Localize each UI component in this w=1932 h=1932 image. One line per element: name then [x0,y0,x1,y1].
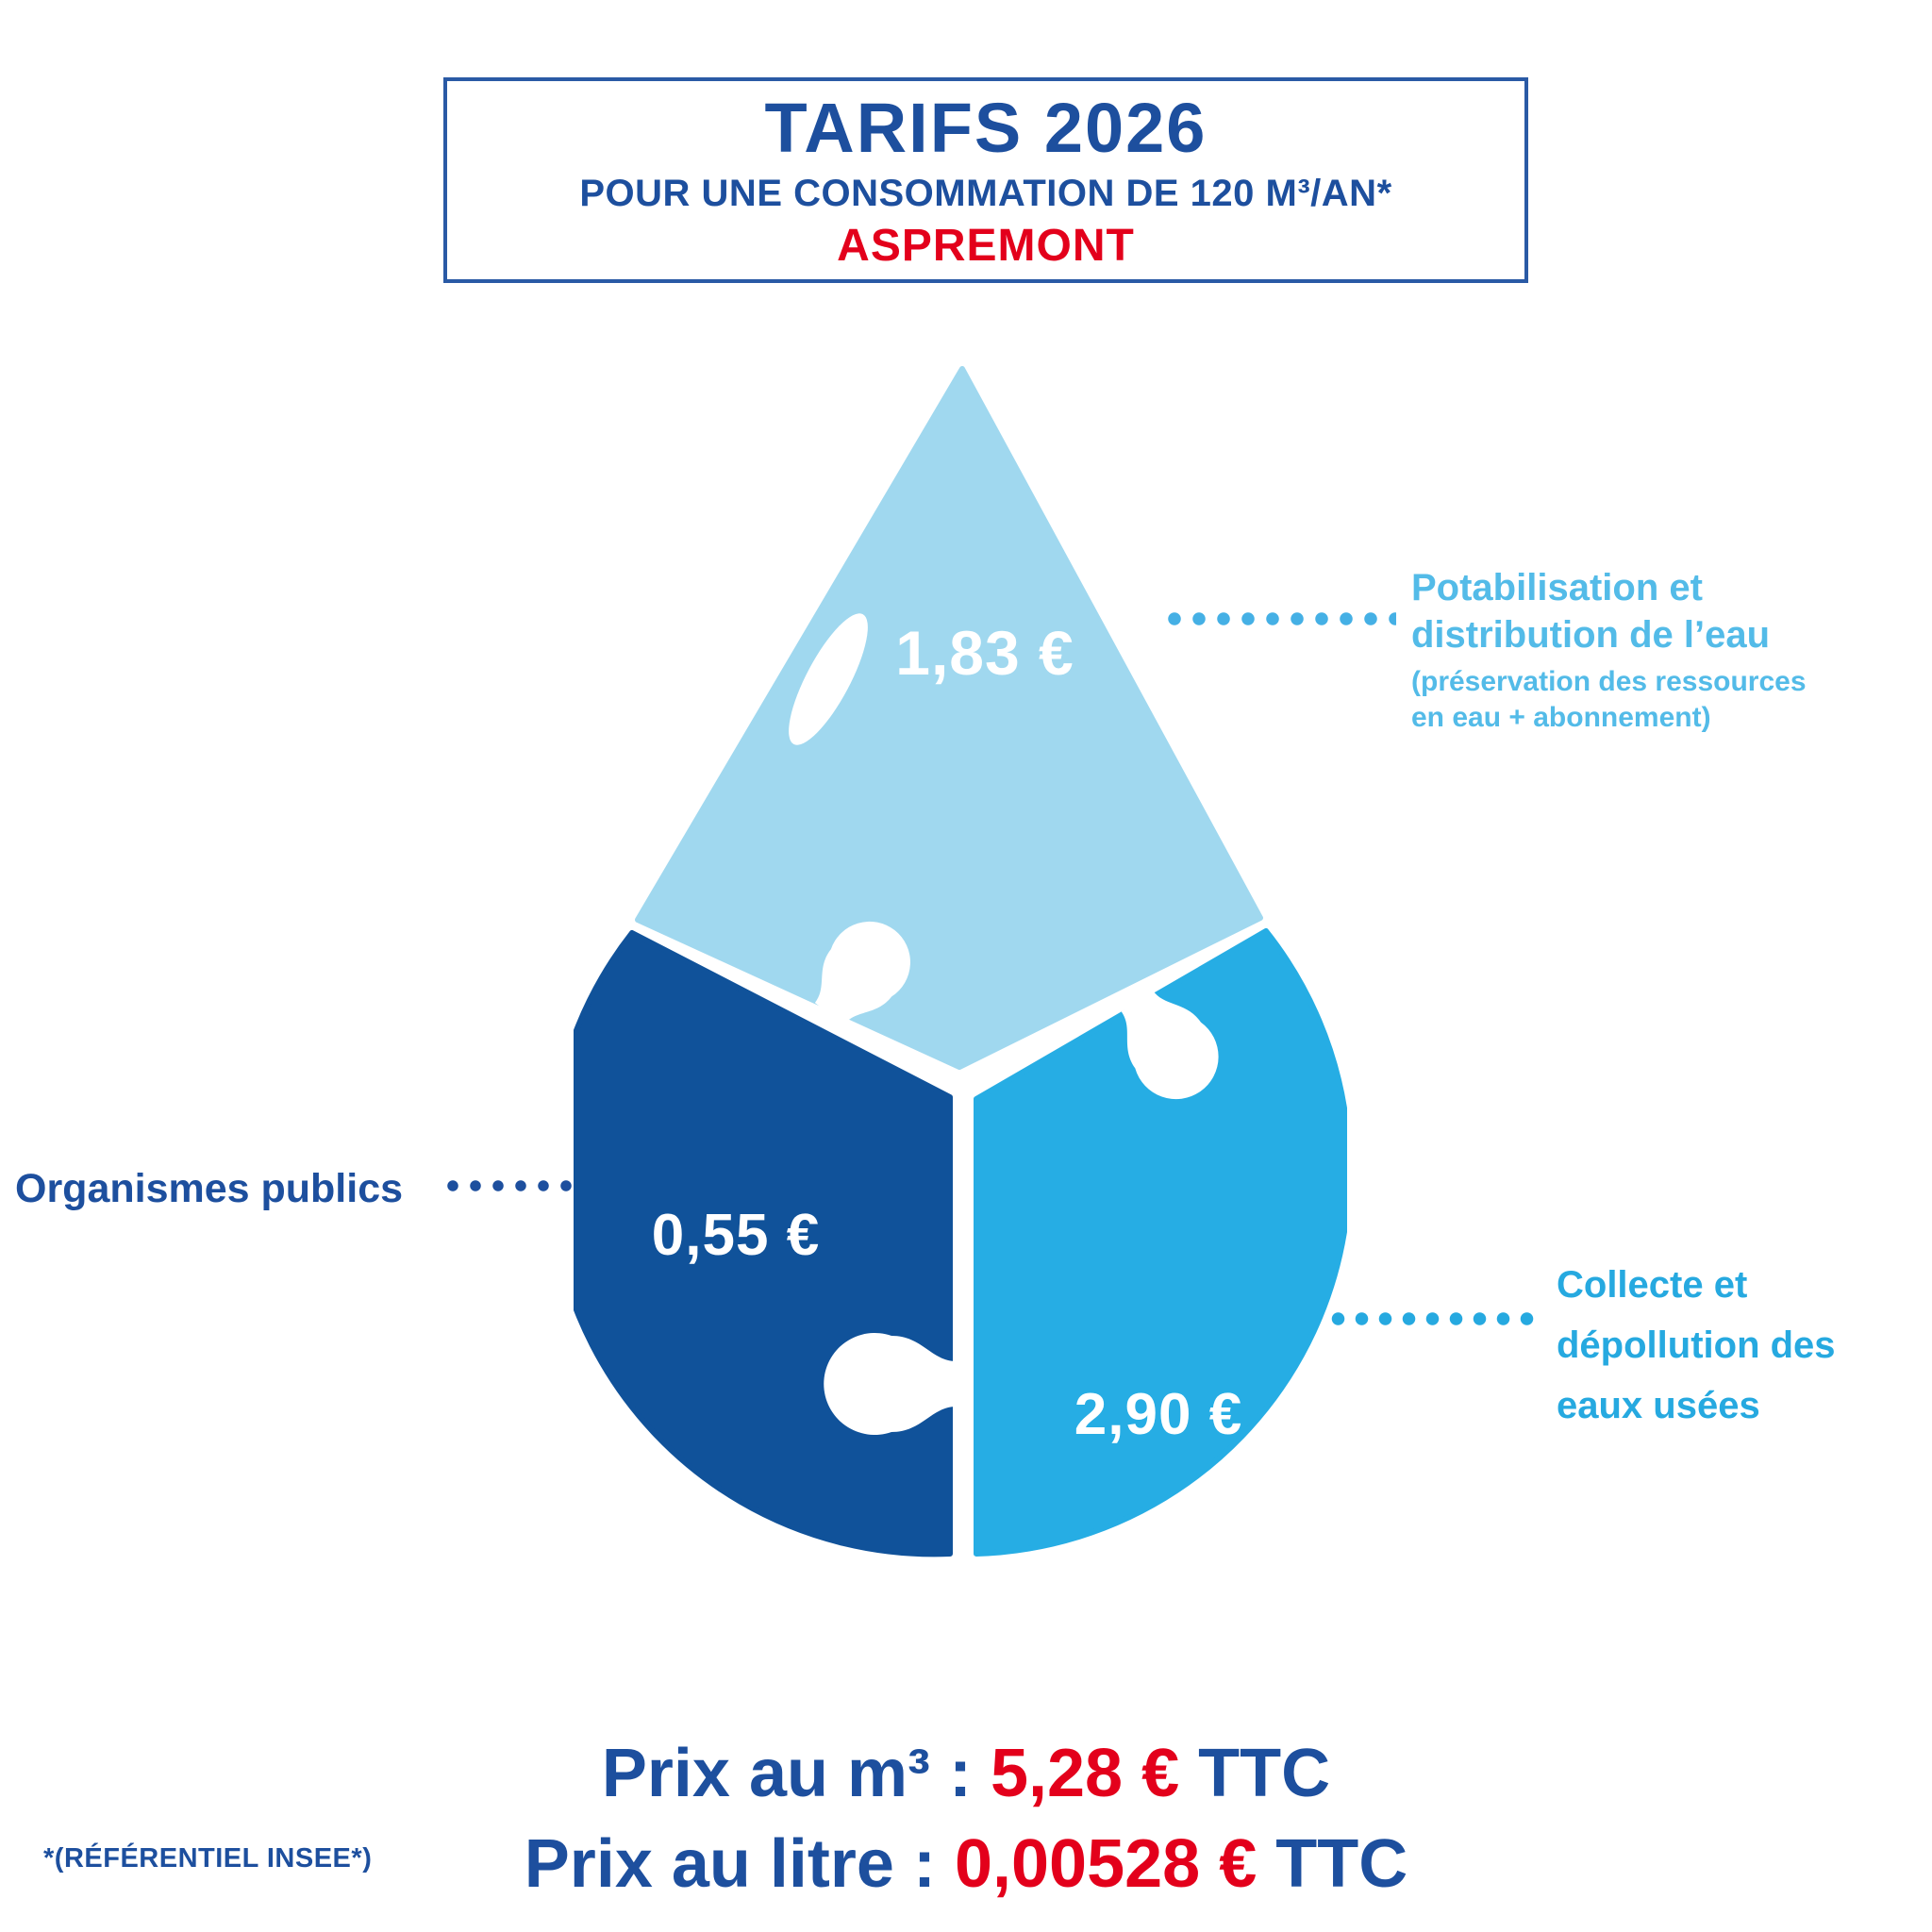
price-collecte: 2,90 € [1074,1382,1242,1447]
price-per-litre-line: Prix au litre :0,00528 € TTC [0,1819,1932,1909]
price-per-m3-value: 5,28 € [990,1736,1180,1811]
annotation-collecte-line1: Collecte et [1557,1264,1748,1306]
totals-block: Prix au m³ :5,28 € TTC Prix au litre :0,0… [0,1728,1932,1909]
price-per-m3-label: Prix au m³ : [601,1736,972,1811]
leader-dots-organismes [441,1179,577,1192]
page-subtitle: POUR UNE CONSOMMATION DE 120 M³/AN* [579,173,1392,214]
price-organismes: 0,55 € [652,1203,820,1268]
price-per-litre-label: Prix au litre : [524,1826,936,1902]
annotation-collecte-line3: eaux usées [1557,1385,1760,1426]
annotation-potabilisation-sub2: en eau + abonnement) [1411,702,1711,733]
commune-name: ASPREMONT [837,221,1135,271]
title-box: TARIFS 2026 POUR UNE CONSOMMATION DE 120… [443,77,1528,283]
price-per-m3-line: Prix au m³ :5,28 € TTC [0,1728,1932,1819]
annotation-potabilisation-line1: Potabilisation et [1411,567,1703,608]
drop-shine-highlight [789,613,868,745]
segment-potabilisation [635,366,1263,1070]
footnote-insee: *(RÉFÉRENTIEL INSEE*) [43,1843,373,1874]
leader-dots-collecte [1326,1311,1534,1326]
price-per-m3-suffix: TTC [1198,1736,1331,1811]
annotation-organismes-publics: Organismes publics [15,1166,404,1211]
leader-dots-potabilisation [1162,611,1396,626]
annotation-potabilisation-sub1: (préservation des ressources [1411,666,1807,697]
price-potabilisation: 1,83 € [895,618,1074,688]
annotation-potabilisation-line2: distribution de l’eau [1411,614,1771,656]
annotation-collecte: Collecte et dépollution des eaux usées [1557,1255,1932,1436]
price-per-litre-suffix: TTC [1275,1826,1408,1902]
water-drop-chart: 1,83 € 0,55 € 2,90 € [574,366,1347,1557]
annotation-potabilisation: Potabilisation et distribution de l’eau … [1411,564,1921,736]
segment-collecte-depollution [974,928,1347,1557]
annotation-collecte-line2: dépollution des [1557,1324,1836,1366]
price-per-litre-value: 0,00528 € [954,1826,1257,1902]
page-title: TARIFS 2026 [764,89,1208,167]
